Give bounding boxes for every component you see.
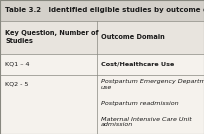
Text: Outcome Domain: Outcome Domain [101, 34, 165, 40]
Text: KQ1 – 4: KQ1 – 4 [5, 62, 30, 67]
Bar [0, 21, 204, 54]
Bar [0, 0, 204, 21]
Text: Table 3.2   Identified eligible studies by outcome domain: Table 3.2 Identified eligible studies by… [5, 7, 204, 13]
Text: Maternal Intensive Care Unit
admission: Maternal Intensive Care Unit admission [101, 117, 192, 127]
Text: Postpartum readmission: Postpartum readmission [101, 101, 179, 106]
Text: Postpartum Emergency Department
use: Postpartum Emergency Department use [101, 79, 204, 90]
Text: KQ2 - 5: KQ2 - 5 [5, 82, 29, 87]
Bar [0, 54, 204, 134]
Text: Cost/Healthcare Use: Cost/Healthcare Use [101, 62, 174, 67]
Text: Key Question, Number of
Studies: Key Question, Number of Studies [5, 30, 99, 44]
